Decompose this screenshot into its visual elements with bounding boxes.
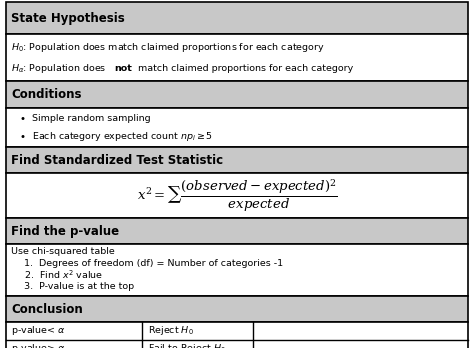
- Text: Simple random sampling: Simple random sampling: [32, 114, 150, 123]
- Text: Fail to Reject $H_0$: Fail to Reject $H_0$: [148, 342, 226, 348]
- Bar: [6, 81, 468, 108]
- Text: Use chi-squared table: Use chi-squared table: [11, 247, 115, 256]
- Text: Conditions: Conditions: [11, 88, 82, 101]
- Text: p-value> $\alpha$: p-value> $\alpha$: [11, 342, 66, 348]
- Text: p-value< $\alpha$: p-value< $\alpha$: [11, 324, 66, 338]
- Text: not: not: [115, 64, 133, 73]
- Text: Reject $H_0$: Reject $H_0$: [148, 324, 194, 338]
- Text: •: •: [20, 114, 26, 124]
- Text: $H_\alpha$: Population does: $H_\alpha$: Population does: [11, 62, 107, 75]
- Bar: [6, 218, 468, 244]
- Text: Find the p-value: Find the p-value: [11, 224, 119, 238]
- Text: 1.  Degrees of freedom (df) = Number of categories -1: 1. Degrees of freedom (df) = Number of c…: [24, 259, 283, 268]
- Text: match claimed proportions for each category: match claimed proportions for each categ…: [135, 64, 353, 73]
- Text: 2.  Find $x^2$ value: 2. Find $x^2$ value: [24, 269, 103, 282]
- Bar: [6, 2, 468, 34]
- Bar: [6, 296, 468, 322]
- Text: 3.  P-value is at the top: 3. P-value is at the top: [24, 282, 134, 291]
- Bar: [6, 81, 468, 108]
- Bar: [6, 2, 468, 34]
- Bar: [6, 244, 468, 296]
- Text: •: •: [20, 132, 26, 142]
- Text: Find Standardized Test Statistic: Find Standardized Test Statistic: [11, 153, 224, 167]
- Bar: [6, 108, 468, 147]
- Text: State Hypothesis: State Hypothesis: [11, 11, 125, 25]
- Text: Each category expected count $np_i \geq 5$: Each category expected count $np_i \geq …: [32, 130, 213, 143]
- Bar: [6, 147, 468, 173]
- Bar: [6, 34, 468, 81]
- Bar: [6, 322, 468, 348]
- Bar: [6, 147, 468, 173]
- Bar: [6, 296, 468, 322]
- Text: $H_0$: Population does match claimed proportions for each category: $H_0$: Population does match claimed pro…: [11, 41, 325, 54]
- Text: $x^2 = \sum \dfrac{(\mathit{observed} - \mathit{expected})^2}{\mathit{expected}}: $x^2 = \sum \dfrac{(\mathit{observed} - …: [137, 177, 337, 214]
- Bar: [6, 218, 468, 244]
- Bar: [6, 173, 468, 218]
- Text: Conclusion: Conclusion: [11, 302, 83, 316]
